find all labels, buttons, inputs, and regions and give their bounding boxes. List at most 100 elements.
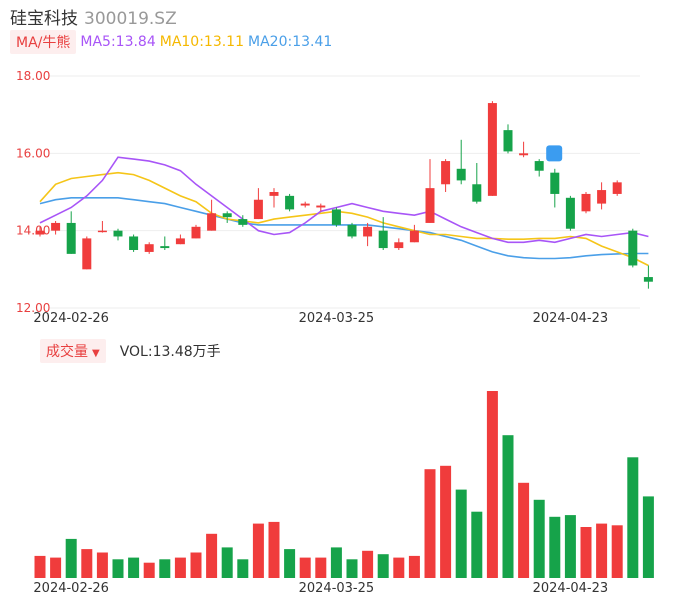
volume-bar [159,559,171,578]
x-tick-label: 2024-02-26 [33,311,109,326]
stock-title: 硅宝科技 300019.SZ [10,4,177,29]
volume-bar [549,516,561,578]
volume-bar [424,469,436,578]
volume-indicator-tag[interactable]: 成交量 ▼ [40,339,106,363]
candle-body [191,226,201,239]
candle-body [394,242,404,249]
y-tick-label: 16.00 [16,146,50,160]
y-tick-label: 12.00 [16,301,50,315]
volume-bar [408,555,420,578]
volume-bar [455,489,467,578]
candle-body [269,192,279,196]
candle-body [472,184,482,202]
candle-body [612,182,622,194]
candle-body [487,103,497,196]
candle-body [175,238,185,245]
volume-bar [143,562,155,578]
x-tick-label: 2024-04-23 [533,311,609,326]
volume-bar [346,559,358,578]
volume-x-tick-label: 2024-02-26 [33,581,109,596]
volume-bar [518,482,530,578]
volume-bar [174,557,186,578]
candle-body [35,230,45,235]
caret-down-icon: ▼ [92,348,100,359]
volume-bar [440,465,452,578]
candle-body [51,222,61,231]
candle-body [534,161,544,171]
volume-bar [315,557,327,578]
candle-body [66,222,76,254]
candle-body [222,213,232,218]
candle-body [97,230,107,233]
volume-tag-label: 成交量 [46,344,88,360]
volume-bar [112,559,124,578]
volume-x-tick-label: 2024-03-25 [299,581,375,596]
candle-body [129,236,139,250]
volume-bar [81,549,93,578]
volume-bar [34,555,46,578]
candle-body [643,277,653,282]
volume-bar [642,496,654,578]
candle-body [160,246,170,249]
volume-bar [65,538,77,578]
ma10-line [39,171,649,267]
volume-bar [206,533,218,578]
volume-bar [237,559,249,578]
volume-bar [330,547,342,578]
candle-body [503,130,513,152]
candle-body [456,168,466,181]
volume-bar [190,552,202,578]
volume-bar [564,515,576,578]
volume-bar [471,511,483,578]
volume-x-tick-label: 2024-04-23 [533,581,609,596]
candle-body [238,219,248,225]
candle-body [441,161,451,185]
candle-body [550,172,560,194]
ma-indicator-tag[interactable]: MA/牛熊 [10,30,77,54]
candle-body [207,213,217,231]
volume-bar [377,554,389,578]
volume-legend: 成交量 ▼ VOL:13.48万手 [40,339,221,363]
volume-bar [50,557,62,578]
volume-bar [284,549,296,578]
candle-body [82,238,92,270]
candle-body [378,230,388,249]
candle-body [628,230,638,266]
ma20-label: MA20:13.41 [248,34,333,50]
ma10-label: MA10:13.11 [159,34,245,50]
event-marker-icon [546,145,563,162]
volume-bar [252,523,264,578]
candle-body [409,230,419,243]
candle-body [597,190,607,204]
volume-bar [299,557,311,578]
volume-bar [221,547,233,578]
stock-name: 硅宝科技 [10,9,78,29]
candle-body [113,230,123,237]
volume-bar [128,557,140,578]
candle-body [253,199,263,220]
volume-bar [533,499,545,578]
y-tick-label: 14.00 [16,224,50,238]
candle-body [144,244,154,252]
candle-body [581,193,591,212]
ma-legend: MA/牛熊 MA5:13.84 MA10:13.11 MA20:13.41 [10,30,336,54]
volume-bar [580,527,592,578]
volume-bar [502,435,514,578]
volume-bar [611,525,623,578]
ma5-label: MA5:13.84 [80,34,156,50]
candle-body [565,197,575,229]
candle-body [363,226,373,237]
volume-bar [96,552,108,578]
stock-code: 300019.SZ [84,9,177,29]
volume-bar [627,457,639,578]
ma20-line [39,197,649,260]
volume-value: VOL:13.48万手 [119,344,221,360]
candle-body [519,153,529,156]
volume-bar [486,391,498,578]
candle-body [285,195,295,210]
candle-body [347,224,357,237]
candle-body [425,188,435,223]
volume-bar [393,557,405,578]
candle-body [300,203,310,206]
